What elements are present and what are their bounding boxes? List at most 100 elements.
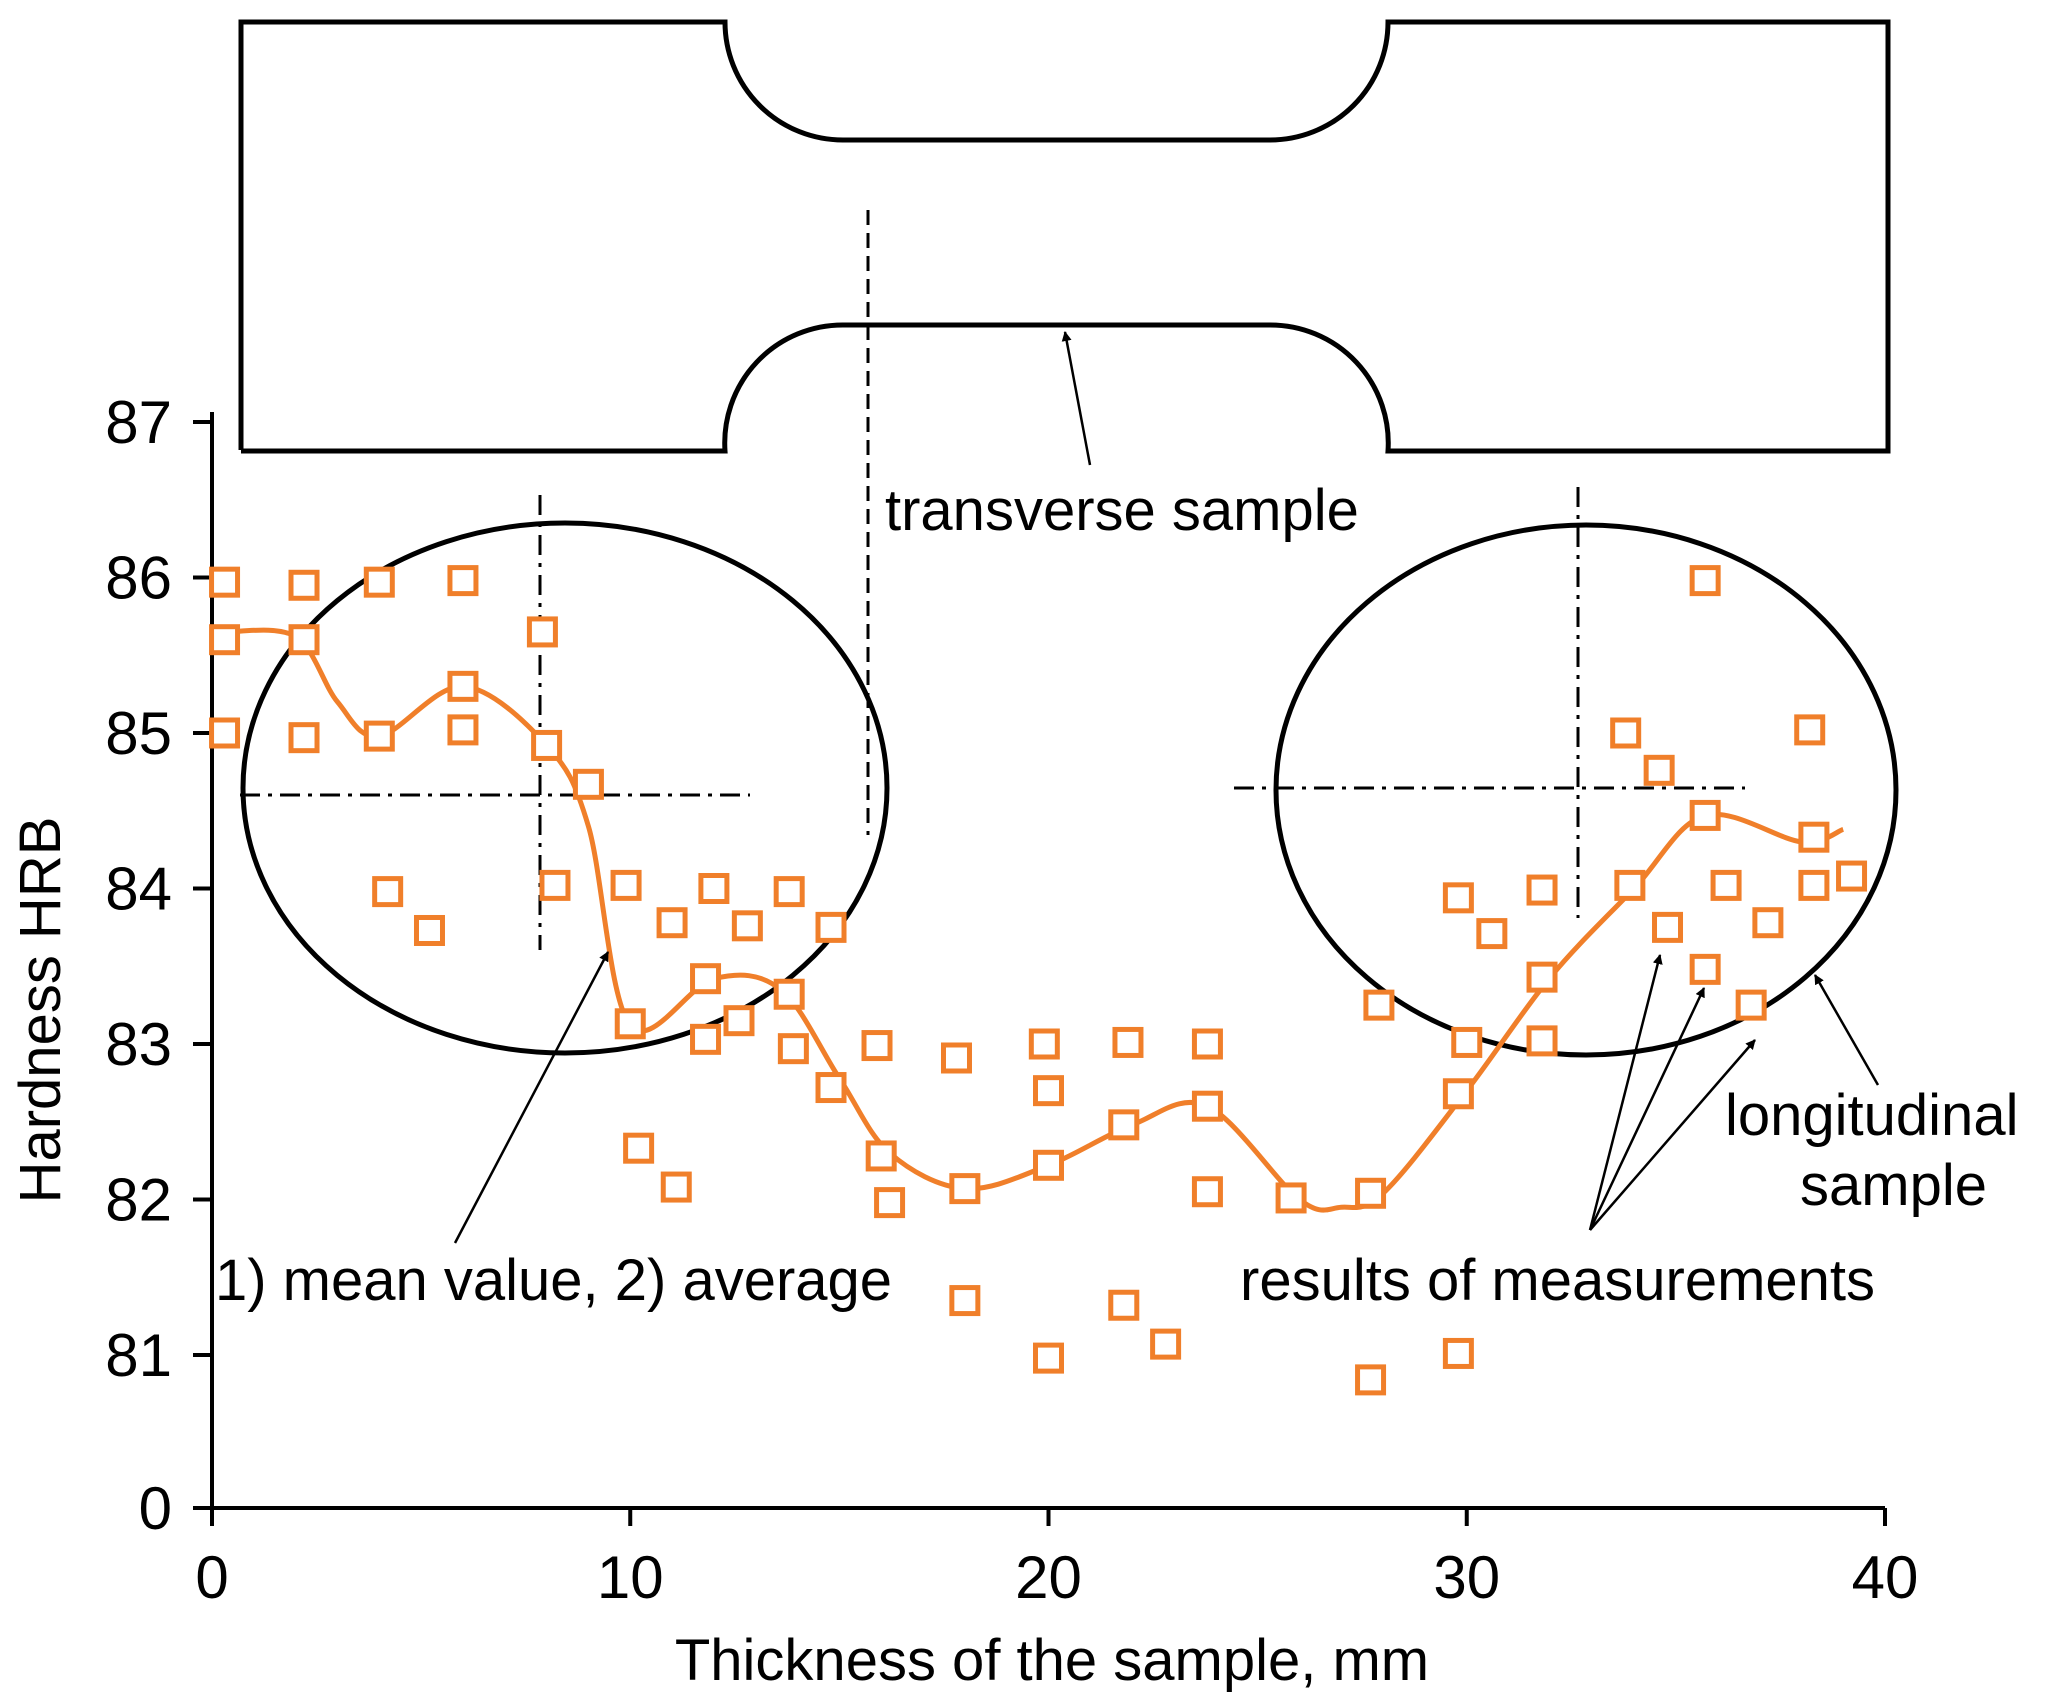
y-tick-label: 86 [105,545,172,612]
measurement-point [572,768,604,800]
measurement-point [1614,869,1646,901]
y-tick-label: 82 [105,1167,172,1234]
measurement-point [1798,821,1830,853]
x-tick-label: 0 [195,1544,228,1611]
measurement-point [940,1042,972,1074]
measurement-point [1028,1028,1060,1060]
y-axis-title: Hardness HRB [8,817,73,1204]
measurement-point [773,876,805,908]
measurement-point [610,869,642,901]
measurement-point [1275,1182,1307,1214]
measurement-point [539,869,571,901]
measurement-point [447,670,479,702]
measurement-point [1643,754,1675,786]
measurement-point [690,963,722,995]
measurement-point [363,720,395,752]
y-tick-label: 0 [139,1475,172,1542]
measurement-point [865,1140,897,1172]
measurement-point [209,717,241,749]
measurement-point [1191,1090,1223,1122]
y-tick-label: 81 [105,1322,172,1389]
measurement-point [690,1023,722,1055]
measurement-point [1689,565,1721,597]
measurement-point [1610,717,1642,749]
measurement-point [731,910,763,942]
measurement-point [1836,860,1868,892]
measurement-point [447,565,479,597]
measurement-point [1526,1025,1558,1057]
measurement-point [1033,1149,1064,1181]
measurement-point [815,911,847,943]
measurement-point [1652,911,1684,943]
measurement-point [614,1008,646,1040]
measurement-arrow-1 [1588,954,1663,1231]
measurement-point [1689,799,1721,831]
measurement-point [698,873,730,904]
y-tick-label: 83 [105,1011,172,1078]
y-tick-label: 85 [105,700,172,767]
measurement-point [1451,1026,1483,1058]
measurement-point [723,1005,755,1037]
measurement-point [1363,989,1395,1021]
measurements-label: results of measurements [1240,1248,1875,1313]
measurement-point [660,1171,692,1203]
measurement-point [1191,1028,1223,1060]
mean-arrow [453,951,610,1244]
left-ellipse [240,520,890,1056]
measurement-point [413,914,445,946]
measurement-point [1735,989,1767,1021]
measurement-point [1442,1078,1474,1110]
measurement-point [815,1072,847,1104]
measurement-point [1794,714,1826,746]
measurement-point [526,616,558,648]
measurement-point [363,566,395,598]
longitudinal-label-line1: longitudinal [1725,1083,2018,1148]
measurement-point [288,569,320,601]
x-axis-title: Thickness of the sample, mm [675,1628,1429,1693]
measurement-point [1033,1342,1064,1374]
longitudinal-label-line2: sample [1800,1153,1987,1218]
measurement-point [1798,869,1830,901]
measurement-point [1108,1289,1140,1321]
measurement-point [288,624,320,656]
transverse-sample-label: transverse sample [885,478,1359,543]
measurement-point [447,714,479,746]
measurement-point [531,729,563,761]
measurement-point [288,722,320,754]
sample-outline [238,19,1891,454]
measurement-point [1710,869,1742,901]
measurement-point [1476,918,1508,950]
measurement-point [623,1132,655,1164]
measurement-point [1689,953,1721,985]
measurement-point [1355,1177,1387,1209]
measurement-point [209,624,241,656]
measurement-point [1442,882,1474,914]
y-tick-label: 84 [105,856,172,923]
x-tick-label: 20 [1015,1544,1082,1611]
measurement-point [1033,1075,1064,1107]
mean-average-label: 1) mean value, 2) average [215,1248,892,1313]
measurement-point [1526,874,1558,906]
measurement-point [209,566,241,598]
measurement-point [949,1173,981,1205]
y-tick-label: 87 [105,389,172,456]
measurement-point [1150,1328,1182,1360]
measurement-point [1191,1176,1223,1208]
measurement-point [1112,1026,1144,1058]
measurement-point [1752,907,1784,939]
x-tick-label: 40 [1852,1544,1919,1611]
x-tick-label: 10 [597,1544,664,1611]
measurement-point [861,1030,893,1062]
measurement-point [656,907,688,939]
measurement-point [1108,1109,1140,1141]
measurement-point [949,1285,981,1317]
measurement-point [777,1033,809,1065]
measurement-point [1526,961,1558,993]
measurement-point [372,876,404,908]
transverse-arrow [1061,331,1092,466]
measurement-point [1355,1364,1387,1396]
measurement-point [874,1187,906,1219]
measurement-arrow-2 [1588,987,1706,1231]
